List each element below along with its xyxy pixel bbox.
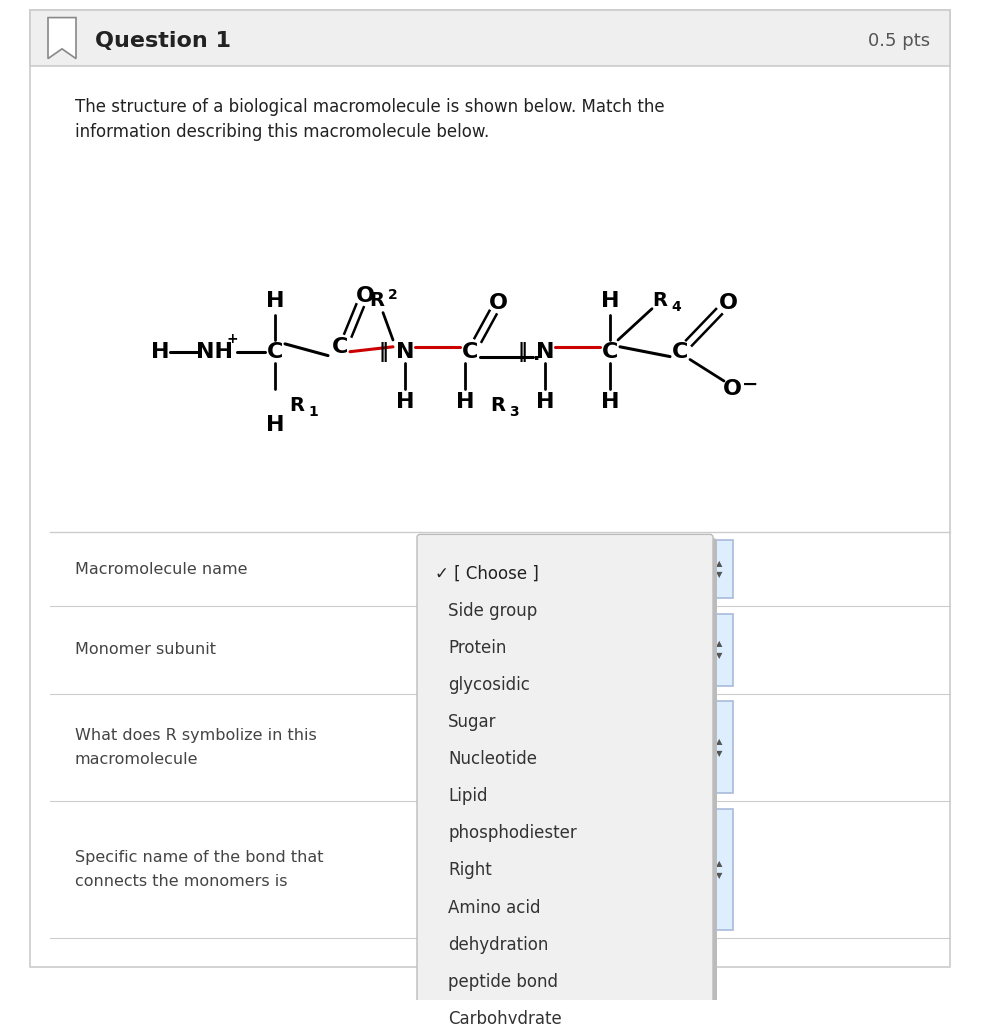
- Bar: [705, 701, 733, 794]
- Bar: [705, 541, 733, 598]
- Text: Carbohydrate: Carbohydrate: [448, 1010, 561, 1024]
- Text: NH: NH: [196, 342, 233, 361]
- Text: H: H: [151, 342, 169, 361]
- Text: R: R: [652, 292, 668, 310]
- Text: phosphodiester: phosphodiester: [448, 824, 577, 843]
- Bar: [705, 809, 733, 930]
- Text: C: C: [602, 342, 619, 361]
- Text: Right: Right: [448, 861, 492, 880]
- Text: −: −: [742, 375, 758, 393]
- Text: Amino acid: Amino acid: [448, 899, 541, 916]
- FancyBboxPatch shape: [417, 535, 713, 1024]
- Text: ▲: ▲: [716, 639, 722, 648]
- FancyBboxPatch shape: [421, 539, 717, 1024]
- Text: Macromolecule name: Macromolecule name: [75, 561, 247, 577]
- Text: ▲: ▲: [716, 559, 722, 567]
- Bar: [705, 613, 733, 686]
- Text: H: H: [536, 392, 555, 413]
- Text: H: H: [601, 291, 620, 311]
- Text: 0.5 pts: 0.5 pts: [868, 32, 930, 50]
- Text: Question 1: Question 1: [95, 31, 231, 51]
- Text: O: O: [723, 379, 742, 398]
- Text: Protein: Protein: [448, 639, 506, 656]
- Text: glycosidic: glycosidic: [448, 676, 530, 694]
- Bar: [425, 809, 705, 930]
- Text: C: C: [332, 337, 348, 356]
- Text: O: O: [356, 286, 374, 306]
- Text: dehydration: dehydration: [448, 936, 549, 953]
- Text: 1: 1: [308, 406, 318, 419]
- Text: ✓ [ Choose ]: ✓ [ Choose ]: [435, 564, 539, 583]
- Text: Lipid: Lipid: [448, 787, 488, 805]
- Text: What does R symbolize in this: What does R symbolize in this: [75, 728, 317, 743]
- Text: information describing this macromolecule below.: information describing this macromolecul…: [75, 123, 490, 141]
- Text: ‖: ‖: [378, 342, 388, 361]
- Text: peptide bond: peptide bond: [448, 973, 558, 991]
- Text: ·: ·: [533, 350, 541, 369]
- Text: H: H: [456, 392, 474, 413]
- Text: R: R: [290, 396, 304, 415]
- Text: ▼: ▼: [716, 570, 722, 580]
- Text: C: C: [462, 342, 478, 361]
- Text: Nucleotide: Nucleotide: [448, 750, 537, 768]
- Text: The structure of a biological macromolecule is shown below. Match the: The structure of a biological macromolec…: [75, 98, 665, 117]
- Text: H: H: [266, 415, 285, 435]
- Text: O: O: [718, 293, 738, 313]
- Polygon shape: [48, 17, 76, 58]
- Text: connects the monomers is: connects the monomers is: [75, 873, 288, 889]
- Text: C: C: [672, 342, 689, 361]
- Text: ▼: ▼: [716, 870, 722, 880]
- Text: C: C: [267, 342, 284, 361]
- Text: R: R: [369, 292, 384, 310]
- Bar: [30, 10, 950, 67]
- Text: +: +: [227, 332, 237, 346]
- Bar: [425, 613, 705, 686]
- Bar: [425, 701, 705, 794]
- Text: Monomer subunit: Monomer subunit: [75, 642, 216, 657]
- Text: ▲: ▲: [716, 859, 722, 868]
- Text: N: N: [536, 342, 555, 361]
- Text: H: H: [601, 392, 620, 413]
- Text: Side group: Side group: [448, 601, 537, 620]
- Text: 4: 4: [671, 300, 681, 313]
- Text: ▲: ▲: [716, 737, 722, 746]
- Text: 2: 2: [388, 288, 398, 302]
- Text: ▼: ▼: [716, 651, 722, 660]
- Text: ▼: ▼: [716, 749, 722, 758]
- Text: H: H: [266, 291, 285, 311]
- Text: H: H: [396, 392, 415, 413]
- Text: O: O: [489, 293, 507, 313]
- Text: macromolecule: macromolecule: [75, 752, 199, 767]
- Bar: [425, 541, 705, 598]
- Text: Sugar: Sugar: [448, 713, 496, 731]
- Text: ‖: ‖: [517, 342, 527, 361]
- Text: R: R: [491, 396, 505, 415]
- Text: Specific name of the bond that: Specific name of the bond that: [75, 850, 323, 865]
- Text: N: N: [396, 342, 415, 361]
- Text: 3: 3: [509, 406, 519, 419]
